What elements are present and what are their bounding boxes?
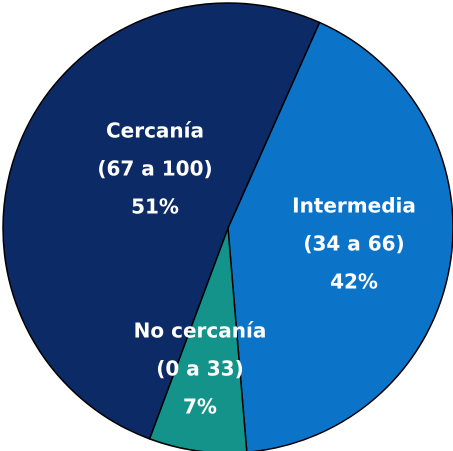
slice-range: (34 a 66): [303, 232, 404, 256]
slice-range: (67 a 100): [97, 157, 212, 181]
slice-value: 51%: [131, 195, 179, 219]
slice-value: 7%: [183, 395, 217, 419]
slice-label: No cercanía: [134, 319, 267, 343]
slice-value: 42%: [330, 270, 378, 294]
pie-slice: [227, 21, 453, 451]
slice-label: Intermedia: [292, 194, 416, 218]
pie-slice: [2, 2, 321, 440]
slice-range: (0 a 33): [156, 357, 243, 381]
slice-label: Cercanía: [106, 119, 204, 143]
